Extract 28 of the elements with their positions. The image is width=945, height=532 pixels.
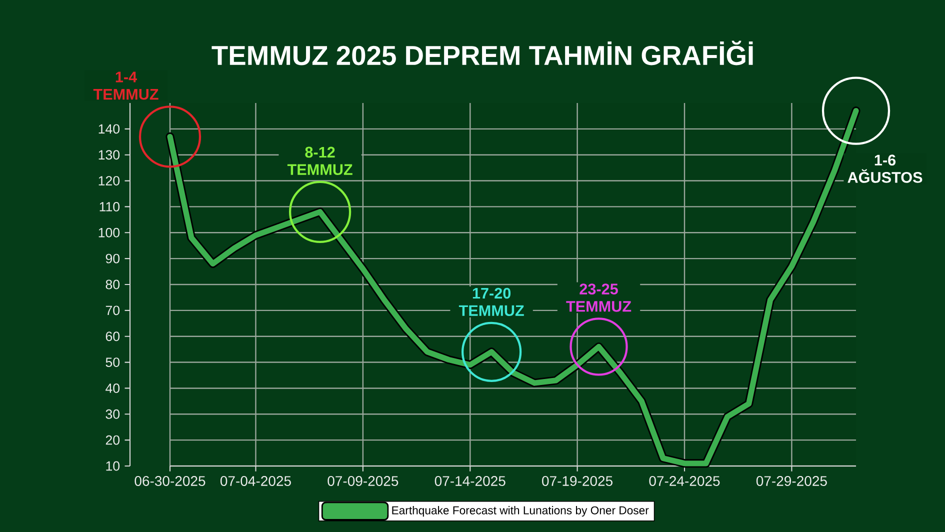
y-tick-label: 70 [106, 306, 120, 316]
y-tick-label: 40 [106, 384, 120, 393]
legend-label: Earthquake Forecast with Lunations by Oner Doser [392, 506, 649, 517]
y-tick-label: 120 [98, 176, 120, 186]
x-tick-label: 06-30-2025 [134, 476, 206, 486]
x-tick-label: 07-14-2025 [434, 476, 506, 486]
y-tick-label: 90 [106, 254, 120, 264]
x-tick-label: 07-04-2025 [220, 476, 291, 486]
y-tick-label: 30 [106, 409, 120, 419]
x-tick-label: 07-24-2025 [649, 476, 720, 486]
annotation: 1-4 TEMMUZ [93, 72, 158, 100]
y-tick-label: 140 [98, 124, 120, 134]
chart-title: TEMMUZ 2025 DEPREM TAHMİN GRAFİĞİ [212, 40, 753, 66]
annotation: 1-6 AĞUSTOS [848, 154, 922, 183]
y-tick-label: 100 [98, 228, 120, 238]
y-tick-label: 20 [106, 435, 120, 445]
annotation: 8-12 TEMMUZ [287, 146, 352, 175]
y-tick-label: 80 [106, 280, 120, 290]
y-tick-label: 130 [98, 150, 120, 160]
annotation: 23-25 TEMMUZ [566, 284, 632, 312]
x-tick-label: 07-19-2025 [542, 476, 613, 486]
y-tick-label: 60 [106, 332, 120, 342]
y-tick-label: 10 [106, 461, 120, 471]
y-tick-label: 110 [100, 202, 120, 212]
annotation: 17-20 TEMMUZ [458, 288, 524, 316]
y-tick-label: 50 [106, 358, 120, 367]
x-tick-label: 07-09-2025 [328, 476, 398, 486]
x-tick-label: 07-29-2025 [756, 476, 827, 486]
